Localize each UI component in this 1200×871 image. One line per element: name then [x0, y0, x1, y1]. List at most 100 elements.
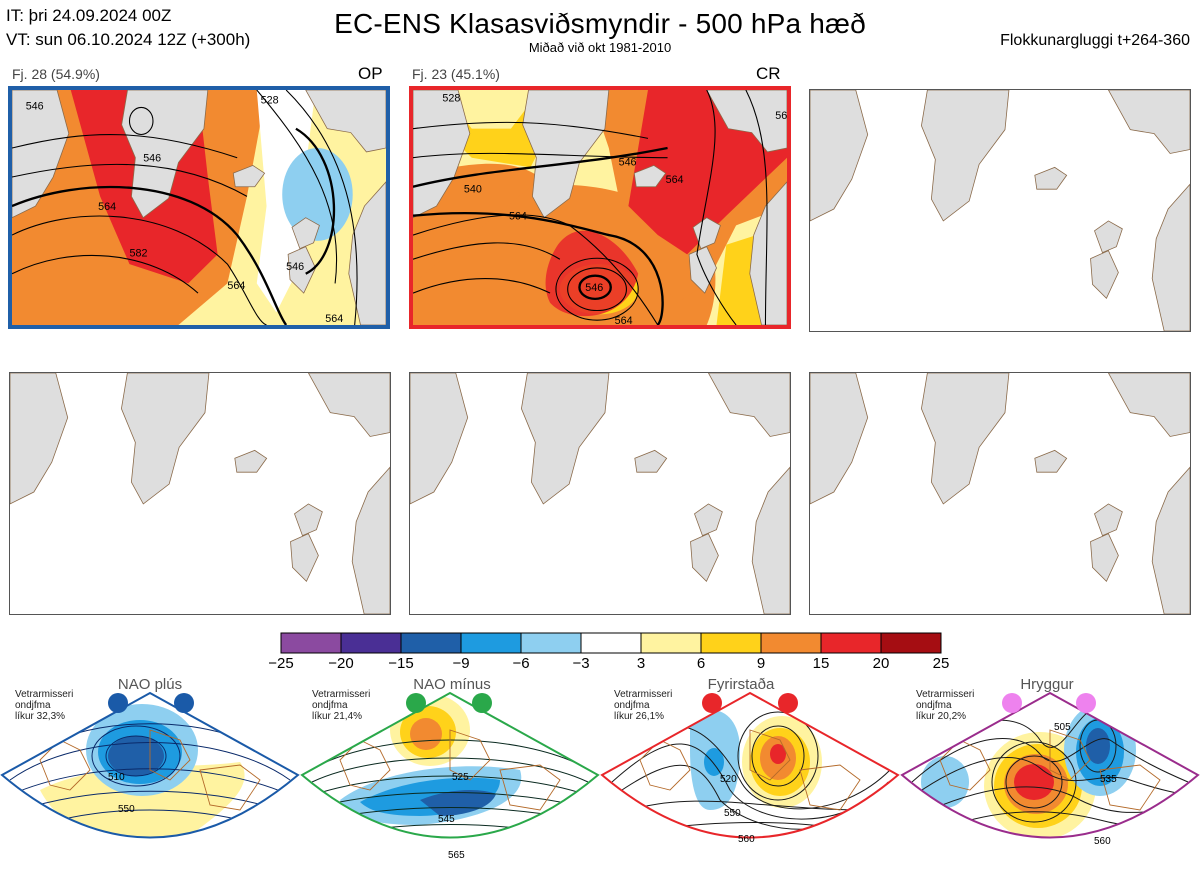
colorbar-tick-label: 3 — [636, 655, 646, 672]
colorbar-swatch — [880, 632, 942, 654]
regime-meta-line: líkur 21,4% — [312, 711, 363, 722]
regime-meta-line: Vetrarmisseri — [916, 689, 975, 700]
colorbar-tick-label: −20 — [328, 655, 354, 672]
colorbar — [280, 632, 942, 654]
regime-contour-label: 505 — [1054, 722, 1071, 733]
colorbar-tick-label: 9 — [756, 655, 766, 672]
regime-meta-line: líkur 20,2% — [916, 711, 967, 722]
contour-label: 546 — [585, 282, 603, 294]
regime-contour-label: 565 — [448, 850, 465, 861]
regime-nao-minus-border — [300, 691, 600, 839]
regime-nao-plus-dot — [108, 693, 128, 713]
regime-meta-ridge: Vetrarmisseri ondjfma líkur 20,2% — [916, 689, 974, 722]
cluster-map-2: 528 546 540 564 564 564 546 564 — [409, 86, 791, 329]
colorbar-swatch — [640, 632, 702, 654]
regime-meta-line: ondjfma — [312, 700, 348, 711]
contour-label: 546 — [619, 156, 637, 168]
cluster-map-1-field: 546 528 564 582 546 564 564 546 — [12, 90, 386, 325]
colorbar-tick-label: 15 — [812, 655, 830, 672]
colorbar-swatch — [340, 632, 402, 654]
colorbar-swatch — [700, 632, 762, 654]
regime-contour-label: 560 — [738, 834, 755, 845]
regime-meta-line: Vetrarmisseri — [15, 689, 74, 700]
colorbar-tick-label: −6 — [512, 655, 530, 672]
regime-ridge-dot — [1002, 693, 1022, 713]
contour-label: 564 — [509, 211, 527, 223]
regime-blocking-dot — [702, 693, 722, 713]
colorbar-swatch — [820, 632, 882, 654]
page-title: EC-ENS Klasasviðsmyndir - 500 hPa hæð — [334, 8, 866, 39]
regime-contour-label: 550 — [724, 808, 741, 819]
regime-title-ridge: Hryggur — [1020, 676, 1074, 693]
contour-label: 528 — [442, 93, 460, 105]
colorbar-swatch — [520, 632, 582, 654]
regime-meta-line: Vetrarmisseri — [312, 689, 371, 700]
regime-title-nao-minus: NAO mínus — [413, 676, 491, 693]
contour-label: 564 — [98, 201, 116, 213]
contour-label: 546 — [26, 100, 44, 112]
regime-panels: 510 550 525 545 565 — [0, 691, 1200, 861]
contour-label: 564 — [666, 174, 684, 186]
page-subtitle: Miðað við okt 1981-2010 — [528, 40, 672, 55]
valid-time: VT: sun 06.10.2024 12Z (+300h) — [6, 30, 251, 49]
contour-label: 564 — [227, 280, 245, 292]
regime-meta-nao-plus: Vetrarmisseri ondjfma líkur 32,3% — [15, 689, 73, 722]
colorbar-swatch — [400, 632, 462, 654]
regime-meta-line: líkur 26,1% — [614, 711, 665, 722]
map-background — [810, 373, 1190, 614]
regime-meta-line: ondjfma — [15, 700, 51, 711]
colorbar-tick-label: −15 — [388, 655, 414, 672]
colorbar-swatch — [760, 632, 822, 654]
cluster-map-6 — [809, 372, 1191, 615]
regime-title-nao-plus: NAO plús — [117, 676, 183, 693]
colorbar-swatch — [460, 632, 522, 654]
cluster-map-4 — [9, 372, 391, 615]
header-info: IT: þri 24.09.2024 00Z VT: sun 06.10.202… — [6, 4, 250, 52]
contour-label: 540 — [464, 184, 482, 196]
cluster-map-3 — [809, 89, 1191, 332]
regime-contour-label: 535 — [1100, 774, 1117, 785]
cluster-map-1: 546 528 564 582 546 564 564 546 — [8, 86, 390, 329]
colorbar-tick-label: 6 — [696, 655, 706, 672]
regime-contour-label: 510 — [108, 772, 125, 783]
regime-meta-line: Vetrarmisseri — [614, 689, 673, 700]
map-background — [810, 90, 1190, 331]
regime-contour-label: 560 — [1094, 836, 1111, 847]
cluster-map-5 — [409, 372, 791, 615]
cluster-map-2-field: 528 546 540 564 564 564 546 564 — [413, 90, 787, 325]
init-time: IT: þri 24.09.2024 00Z — [6, 6, 172, 25]
regime-nao-minus-dot — [472, 693, 492, 713]
colorbar-tick-label: −3 — [572, 655, 590, 672]
contour-label: 582 — [129, 247, 147, 259]
map-background — [10, 373, 390, 614]
colorbar-swatch — [280, 632, 342, 654]
colorbar-tick-label: 20 — [872, 655, 890, 672]
contour-label: 564 — [615, 315, 633, 325]
contour-label: 546 — [143, 153, 161, 165]
regime-meta-nao-minus: Vetrarmisseri ondjfma líkur 21,4% — [312, 689, 370, 722]
regime-title-blocking: Fyrirstaða — [707, 676, 775, 693]
regime-nao-minus-dot — [406, 693, 426, 713]
cluster-2-label: Fj. 23 (45.1%) — [412, 66, 500, 82]
regime-meta-line: ondjfma — [916, 700, 952, 711]
regime-ridge-border — [900, 691, 1200, 839]
contour-label: 564 — [325, 313, 343, 325]
regime-contour-label: 545 — [438, 814, 455, 825]
regime-meta-blocking: Vetrarmisseri ondjfma líkur 26,1% — [614, 689, 672, 722]
cluster-1-label: Fj. 28 (54.9%) — [12, 66, 100, 82]
regime-ridge-dot — [1076, 693, 1096, 713]
regime-contour-label: 550 — [118, 804, 135, 815]
colorbar-tick-label: 25 — [932, 655, 950, 672]
regime-meta-line: líkur 32,3% — [15, 711, 66, 722]
map-background — [410, 373, 790, 614]
regime-nao-plus-dot — [174, 693, 194, 713]
colorbar-tick-label: −25 — [268, 655, 294, 672]
contour-label: 546 — [286, 261, 304, 273]
classification-window: Flokkunargluggi t+264-360 — [1000, 32, 1190, 49]
contour-label: 564 — [775, 110, 787, 122]
regime-blocking-dot — [778, 693, 798, 713]
colorbar-swatch — [580, 632, 642, 654]
contour-label: 528 — [261, 95, 279, 107]
regime-blocking-border — [600, 691, 900, 839]
cluster-1-tag: OP — [358, 64, 383, 83]
